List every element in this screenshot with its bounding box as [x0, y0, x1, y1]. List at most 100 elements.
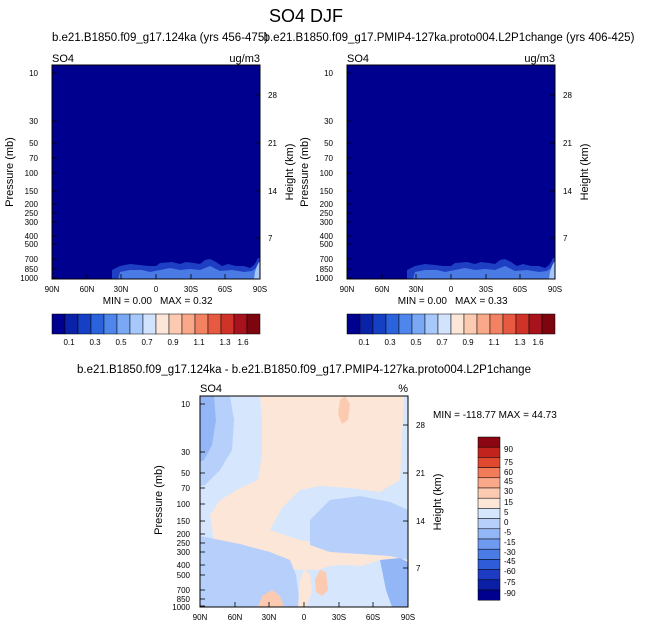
panel-2-field-feature — [413, 262, 555, 279]
panel-3-x-tick-label: 0 — [302, 613, 307, 622]
panel-1-colorbar-swatch — [220, 313, 235, 335]
panel-1-x-tick-label: 0 — [154, 285, 159, 294]
panel-3-colorbar-label: 90 — [504, 445, 513, 454]
panel-1-x-tick-label: 90N — [45, 285, 60, 294]
panel-1-colorbar-swatch — [129, 313, 144, 335]
panel-3-y-tick-label: 100 — [177, 500, 191, 509]
panel-1-colorbar-label: 1.3 — [219, 338, 231, 347]
panel-1-y2-axis-label: Height (km) — [284, 144, 296, 201]
panel-2-y-tick-label: 150 — [320, 187, 334, 196]
panel-3-x-axis: 90N 60N 30N 0 30S 60S 90S — [193, 602, 415, 622]
panel-1-min-label: MIN = 0.00 — [103, 296, 153, 307]
panel-1-colorbar-swatch — [194, 313, 209, 335]
panel-2-colorbar-label: 1.3 — [514, 338, 526, 347]
panel-1-plot-area — [51, 64, 261, 280]
panel-1-y-tick-label: 1000 — [20, 274, 38, 283]
panel-1-left-label: SO4 — [52, 53, 74, 65]
panel-2-colorbar-label: 0.9 — [462, 338, 474, 347]
panel-2-colorbar-swatch — [489, 313, 504, 335]
panel-1-colorbar-swatch — [90, 313, 105, 335]
panel-3-field-feature — [200, 396, 216, 462]
panel-2-y-tick-label: 400 — [320, 232, 334, 241]
panel-3-field-feature — [380, 558, 408, 607]
panel-2-x-tick-label: 60N — [375, 285, 390, 294]
panel-1-y2-tick-label: 7 — [268, 234, 273, 243]
panel-2-colorbar-label: 0.5 — [410, 338, 422, 347]
panel-2-y-tick-label: 100 — [320, 169, 334, 178]
panel-2-y-tick-label: 10 — [324, 69, 333, 78]
panel-3-y2-axis: 28 21 14 7 Height (km) — [403, 421, 444, 573]
panel-2-x-axis: 90N 60N 30N 0 30S 60S 90S — [340, 274, 562, 294]
panel-3-colorbar-swatch — [477, 589, 501, 601]
panel-3-colorbar-swatch — [477, 508, 501, 519]
panel-1-x-tick-label: 60S — [218, 285, 232, 294]
panel-2-colorbar-swatch — [476, 313, 491, 335]
panel-2-colorbar-swatch — [424, 313, 439, 335]
panel-3-y-axis: 10 30 50 70 100 150 200 250 300 400 500 … — [153, 400, 205, 612]
panel-2-colorbar-swatch — [385, 313, 400, 335]
panel-1-x-tick-label: 90S — [253, 285, 267, 294]
panel-2-colorbar-label: 0.1 — [358, 338, 370, 347]
panel-2-y2-axis-label: Height (km) — [579, 144, 591, 201]
panel-3-y2-tick-label: 28 — [416, 421, 425, 430]
panel-3-y-tick-label: 1000 — [172, 603, 190, 612]
panel-3-x-tick-label: 60N — [228, 613, 243, 622]
panel-1-y-tick-label: 10 — [29, 69, 38, 78]
panel-3-y-tick-label: 70 — [181, 484, 190, 493]
panel-3-colorbar-label: -45 — [504, 557, 516, 566]
panel-3-x-tick-label: 90S — [401, 613, 415, 622]
panel-1-colorbar-swatch — [246, 313, 261, 335]
panel-2-colorbar-label: 1.6 — [532, 338, 544, 347]
panel-1-right-label: ug/m3 — [229, 53, 260, 65]
panel-1-x-tick-label: 30N — [114, 285, 129, 294]
panel-1-x-axis: 90N 60N 30N 0 30S 60S 90S — [45, 274, 267, 294]
panel-2-y2-tick-label: 21 — [563, 139, 572, 148]
panel-1-colorbar-swatch — [103, 313, 118, 335]
panel-3-field-feature — [258, 590, 284, 607]
panel-3-y-tick-label: 50 — [181, 469, 190, 478]
panel-3-minmax-label: MIN = -118.77 MAX = 44.73 — [433, 410, 557, 421]
panel-2-y-tick-label: 200 — [320, 200, 334, 209]
panel-1-y2-tick-label: 21 — [268, 139, 277, 148]
panel-2-colorbar-label: 0.3 — [384, 338, 396, 347]
panel-3-colorbar-label: -5 — [504, 528, 512, 537]
panel-2-x-tick-label: 60S — [513, 285, 527, 294]
panel-2-y2-tick-label: 7 — [563, 234, 568, 243]
panel-2-y-axis: 10 30 50 70 100 150 200 250 300 400 500 … — [299, 69, 352, 283]
panel-2-colorbar-swatch — [359, 313, 374, 335]
panel-3-x-tick-label: 30S — [332, 613, 346, 622]
panel-1-field-feature — [254, 262, 260, 279]
panel-3-colorbar-label: 45 — [504, 477, 513, 486]
panel-3-y-tick-label: 250 — [177, 539, 191, 548]
panel-3-x-tick-label: 30N — [262, 613, 277, 622]
panel-1-y-tick-label: 400 — [25, 232, 39, 241]
panel-2-x-tick-label: 90N — [340, 285, 355, 294]
panel-2-colorbar-swatch — [502, 313, 517, 335]
panel-2-field-feature — [549, 262, 555, 279]
panel-2-colorbar-label: 0.7 — [436, 338, 448, 347]
panel-2-y2-tick-label: 28 — [563, 91, 572, 100]
panel-1-x-tick-label: 60N — [80, 285, 95, 294]
panel-1-colorbar-swatch — [142, 313, 157, 335]
panel-1-y2-tick-label: 28 — [268, 91, 277, 100]
panel-3-colorbar-swatch — [477, 559, 501, 570]
panel-3-colorbar-swatch — [477, 518, 501, 530]
panel-2-colorbar-swatch — [411, 313, 426, 335]
panel-1-colorbar-label: 1.6 — [237, 338, 249, 347]
panel-1-colorbar-swatch — [155, 313, 170, 335]
panel-2-plot-area — [346, 64, 556, 280]
panel-3-y-axis-label: Pressure (mb) — [153, 465, 165, 535]
panel-2-x-tick-label: 90S — [548, 285, 562, 294]
panel-1-y-tick-label: 50 — [29, 139, 38, 148]
panel-1-colorbar-label: 0.1 — [63, 338, 75, 347]
panel-3-field-feature — [315, 570, 328, 596]
panel-1-y-tick-label: 850 — [25, 265, 39, 274]
panel-1-max-label: MAX = 0.32 — [160, 296, 213, 307]
panel-3-y-tick-label: 700 — [177, 586, 191, 595]
panel-2-y-tick-label: 500 — [320, 240, 334, 249]
panel-1-field-background — [52, 65, 260, 279]
panel-1-x-tick-label: 30S — [184, 285, 198, 294]
panel-2-y-axis-label: Pressure (mb) — [299, 137, 311, 207]
panel-2-colorbar-swatch — [541, 313, 556, 335]
